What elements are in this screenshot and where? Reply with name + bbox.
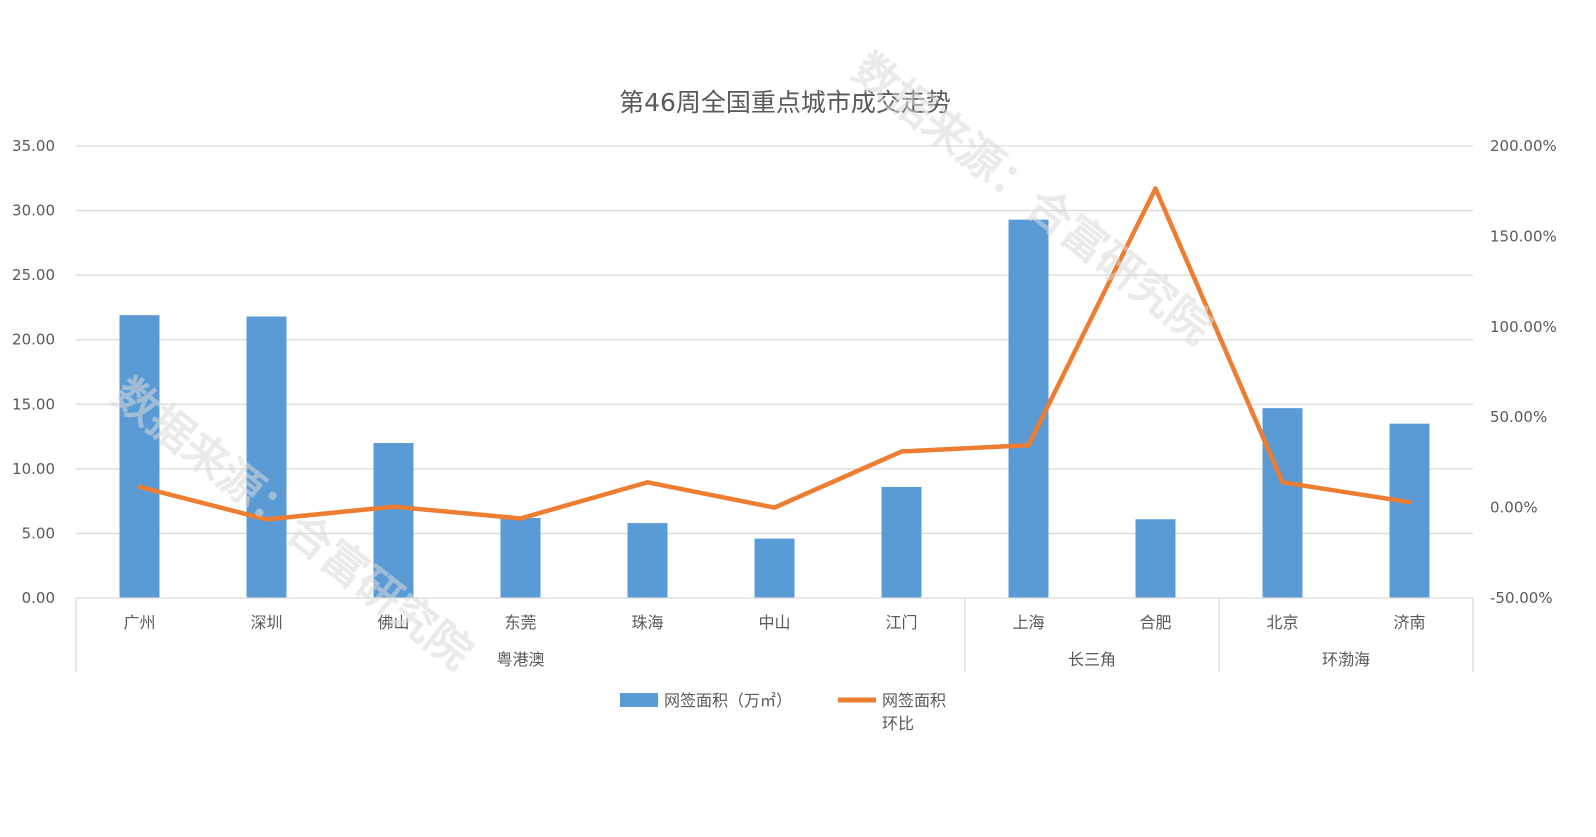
grid-lines: [76, 145, 1473, 535]
bar: [373, 443, 414, 598]
legend: 网签面积（万㎡） 网签面积 环比: [620, 691, 946, 733]
line-point: [774, 507, 775, 509]
y-axis-left: 0.00 5.00 10.00 15.00 20.00 25.00 30.00 35.00: [12, 137, 55, 607]
x-tick-label: 中山: [758, 613, 790, 632]
bar: [119, 315, 160, 598]
line-point: [901, 451, 902, 453]
legend-line-label-1: 网签面积: [882, 691, 946, 710]
x-tick-label: 济南: [1393, 613, 1425, 632]
y-right-tick-label: 50.00%: [1490, 408, 1547, 426]
x-tick-label: 深圳: [250, 613, 282, 632]
line-series: [137, 186, 1412, 522]
line-point: [1282, 481, 1283, 483]
bar-series: [119, 219, 1430, 598]
x-tick-label: 广州: [123, 613, 155, 632]
y-right-tick-label: 100.00%: [1490, 318, 1557, 336]
line-point: [647, 481, 648, 483]
y-right-tick-label: 150.00%: [1490, 227, 1557, 245]
y-left-tick-label: 5.00: [22, 524, 55, 542]
bar: [881, 486, 922, 598]
line-point: [393, 506, 394, 508]
x-tick-label: 珠海: [631, 613, 663, 632]
x-tick-label: 佛山: [377, 613, 409, 632]
legend-bar-swatch: [620, 693, 658, 707]
y-left-tick-label: 15.00: [12, 395, 55, 413]
y-left-tick-label: 25.00: [12, 266, 55, 284]
chart-title: 第46周全国重点城市成交走势: [619, 88, 951, 117]
x-tick-label: 江门: [885, 613, 917, 632]
y-right-tick-label: 200.00%: [1490, 137, 1557, 155]
group-label: 环渤海: [1322, 650, 1370, 669]
x-tick-label: 北京: [1266, 613, 1298, 632]
legend-bar-label: 网签面积（万㎡）: [664, 691, 792, 710]
y-left-tick-label: 10.00: [12, 460, 55, 478]
line-point: [1409, 501, 1410, 503]
watermark-text: 数据来源：合富研究院: [103, 368, 481, 679]
y-axis-right: -50.00% 0.00% 50.00% 100.00% 150.00% 200.00%: [1490, 137, 1557, 607]
legend-line-label-2: 环比: [882, 714, 914, 733]
x-tick-label: 合肥: [1139, 613, 1171, 632]
group-label: 长三角: [1068, 650, 1116, 669]
line-point: [139, 486, 140, 488]
bar: [1135, 519, 1176, 598]
y-left-tick-label: 20.00: [12, 331, 55, 349]
y-right-tick-label: 0.00%: [1490, 499, 1538, 517]
bar: [754, 538, 795, 598]
line-point: [520, 517, 521, 519]
bar: [1389, 423, 1430, 598]
group-label: 粤港澳: [496, 650, 544, 669]
bar: [627, 523, 668, 598]
line-point: [1028, 444, 1029, 446]
y-left-tick-label: 30.00: [12, 202, 55, 220]
y-right-tick-label: -50.00%: [1490, 589, 1553, 607]
bar: [246, 316, 287, 598]
bar: [1262, 408, 1303, 598]
line-path: [137, 186, 1412, 522]
y-left-tick-label: 0.00: [22, 589, 55, 607]
line-point: [1155, 187, 1156, 189]
y-left-tick-label: 35.00: [12, 137, 55, 155]
x-tick-label: 上海: [1012, 613, 1044, 632]
x-tick-label: 东莞: [504, 613, 536, 632]
line-point: [266, 518, 267, 520]
bar: [1008, 219, 1049, 598]
bar: [500, 517, 541, 598]
